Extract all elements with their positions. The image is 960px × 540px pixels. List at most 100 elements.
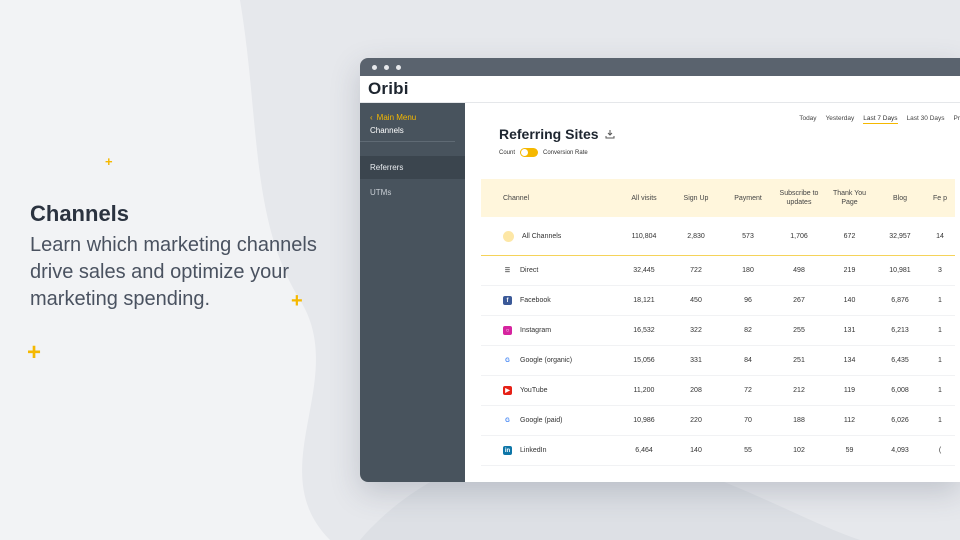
table-cell: 672 [824,217,875,256]
plus-icon: + [291,290,303,312]
table-cell: 322 [670,315,722,346]
table-cell: 6,876 [875,285,925,316]
channel-name: Google (paid) [520,417,563,424]
channel-cell: ○ Instagram [481,315,618,346]
table-row[interactable]: G Google (paid) 10,986 220 70 188 112 6,026 1 [481,405,955,436]
table-cell: 140 [670,435,722,466]
instagram-icon: ○ [503,326,512,335]
sidebar-item-utms[interactable]: UTMs [370,188,392,197]
table-cell: 131 [824,315,875,346]
table-row[interactable]: in LinkedIn 6,464 140 55 102 59 4,093( [481,435,955,466]
tab-today[interactable]: Today [799,115,817,122]
channel-name: All Channels [522,232,562,240]
table-cell: 134 [824,345,875,376]
table-cell: 212 [774,375,824,406]
channel-cell: All Channels [481,217,618,256]
promo-title: Channels [30,201,130,226]
table-row[interactable]: G Google (organic) 15,056 331 84 251 134 6,435 1 [481,345,955,376]
column-header[interactable]: Fe p [932,194,947,202]
table-cell: 140 [824,285,875,316]
google-icon: G [505,417,510,424]
window-dot-icon[interactable] [372,64,377,70]
tab-yesterday[interactable]: Yesterday [825,115,855,122]
tab-previous[interactable]: Pr [953,115,960,122]
channel-cell: f Facebook [481,285,618,316]
tab-last-7-days[interactable]: Last 7 Days [863,115,898,124]
column-header[interactable]: Payment [734,194,762,202]
sidebar: ‹ Main Menu Channels Referrers UTMs [360,103,465,482]
column-header[interactable]: Sign Up [683,194,709,202]
sidebar-heading: Channels [360,126,455,142]
channels-table: Channel All visits Sign Up Payment Subsc… [481,179,955,466]
table-cell: 251 [774,345,824,376]
promo-block: Channels Learn which marketing channels … [30,200,360,313]
table-row[interactable]: ☰ Direct 32,445 722 180 498 219 10,981 3 [481,255,955,286]
table-cell: 70 [722,405,774,436]
table-cell: 180 [722,255,774,286]
table-cell: 498 [774,255,824,286]
sidebar-item-referrers[interactable]: Referrers [360,156,465,179]
table-cell: 15,056 [618,345,670,376]
table-cell: 1 [925,345,955,376]
table-cell: 1 [925,405,955,436]
facebook-icon: f [503,296,512,305]
table-cell: 6,435 [875,345,925,376]
channel-name: YouTube [520,387,548,394]
table-row[interactable]: f Facebook 18,121 450 96 267 140 6,876 1 [481,285,955,316]
table-cell: 112 [824,405,875,436]
table-total-row[interactable]: All Channels 110,804 2,830 573 1,706 672 32,95… [481,217,955,256]
promo-text: Learn which marketing channels drive sal… [30,234,317,310]
table-cell: 450 [670,285,722,316]
channel-cell: G Google (paid) [481,405,618,436]
page-header: Referring Sites Count Conversion Rate [499,126,615,157]
plus-icon: + [105,154,113,169]
column-header[interactable]: Subscribe to updates [779,190,819,206]
table-cell: 267 [774,285,824,316]
table-row[interactable]: ▶ YouTube 11,200 208 72 212 119 6,008 1 [481,375,955,406]
table-cell: 102 [774,435,824,466]
table-cell: 220 [670,405,722,436]
column-header[interactable]: All visits [631,194,657,202]
toggle-label-conversion-rate: Conversion Rate [543,149,588,156]
column-header[interactable]: Blog [892,194,907,202]
logo-bar: Oribi [360,76,960,103]
table-cell: 3 [925,255,955,286]
channel-name: Direct [520,267,539,274]
table-cell: ( [925,435,955,466]
table-cell: 4,093 [875,435,925,466]
table-cell: 119 [824,375,875,406]
table-cell: 84 [722,345,774,376]
metric-toggle[interactable] [520,148,539,157]
table-cell: 1 [925,375,955,406]
table-cell: 722 [670,255,722,286]
table-cell: 255 [774,315,824,346]
table-cell: 32,957 [875,217,925,256]
table-row[interactable]: ○ Instagram 16,532 322 82 255 131 6,213 1 [481,315,955,346]
tab-last-30-days[interactable]: Last 30 Days [906,115,945,122]
table-cell: 14 [925,217,955,256]
table-cell: 1 [925,285,955,316]
table-cell: 10,981 [875,255,925,286]
column-header[interactable]: Thank You Page [832,190,867,206]
back-to-main-menu-link[interactable]: ‹ Main Menu [360,113,465,122]
toggle-label-count: Count [499,149,516,156]
app-logo[interactable]: Oribi [368,79,409,98]
download-icon[interactable] [605,126,615,142]
table-cell: 82 [722,315,774,346]
window-dot-icon[interactable] [384,64,389,70]
channel-cell: ☰ Direct [481,255,618,286]
table-cell: 6,026 [875,405,925,436]
table-cell: 331 [670,345,722,376]
channel-cell: in LinkedIn [481,435,618,466]
all-channels-icon [503,230,514,242]
window-dot-icon[interactable] [396,64,401,70]
back-link-label: Main Menu [376,113,417,122]
channel-name: Instagram [520,327,552,334]
column-header[interactable]: Channel [503,194,530,202]
table-cell: 59 [824,435,875,466]
table-cell: 208 [670,375,722,406]
table-header-row: Channel All visits Sign Up Payment Subsc… [481,179,955,217]
table-cell: 219 [824,255,875,286]
table-cell: 1 [925,315,955,346]
linkedin-icon: in [503,446,512,455]
